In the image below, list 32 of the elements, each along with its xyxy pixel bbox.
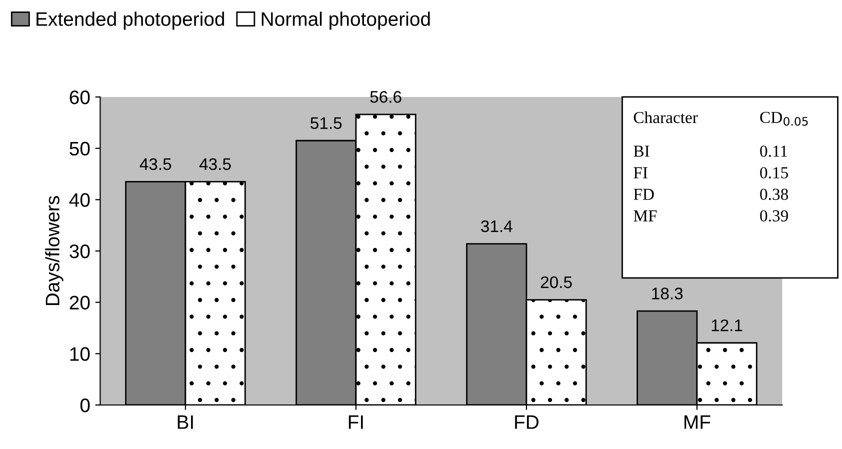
x-tick-label: MF	[684, 415, 710, 429]
data-label: 20.5	[540, 276, 572, 288]
data-label: 51.5	[310, 117, 342, 129]
y-tick-label: 50	[70, 142, 90, 156]
annotation: CD$_{0.05}$	[760, 112, 808, 126]
annotation: BI	[634, 146, 650, 157]
y-tick-label: 60	[70, 90, 90, 104]
annotation: Character	[634, 111, 698, 124]
y-axis-title: Days/flowers	[45, 196, 64, 306]
annotation: FD	[634, 188, 654, 200]
annotation: 0.15	[760, 167, 788, 178]
annotation: 0.11	[760, 146, 788, 157]
x-tick-label: BI	[178, 415, 193, 429]
annotation: 0.38	[760, 188, 788, 200]
data-label: 18.3	[652, 288, 683, 300]
y-tick-label: 20	[70, 296, 90, 310]
legend-label: Normal photoperiod	[262, 12, 430, 30]
x-tick-label: FI	[348, 415, 363, 429]
data-label: 31.4	[481, 220, 512, 232]
data-label: 43.5	[140, 158, 172, 170]
legend-label: Extended photoperiod	[36, 12, 224, 30]
y-tick-label: 30	[70, 244, 90, 258]
data-label: 12.1	[712, 319, 742, 332]
annotation: FI	[634, 167, 648, 178]
y-tick-label: 40	[69, 193, 90, 207]
annotation: MF	[634, 210, 657, 222]
data-label: 43.5	[199, 158, 231, 170]
annotation: 0.39	[760, 210, 788, 222]
x-tick-label: FD	[515, 415, 538, 429]
data-label: 56.6	[370, 91, 402, 103]
y-tick-label: 0	[80, 398, 90, 412]
y-tick-label: 10	[70, 347, 90, 361]
